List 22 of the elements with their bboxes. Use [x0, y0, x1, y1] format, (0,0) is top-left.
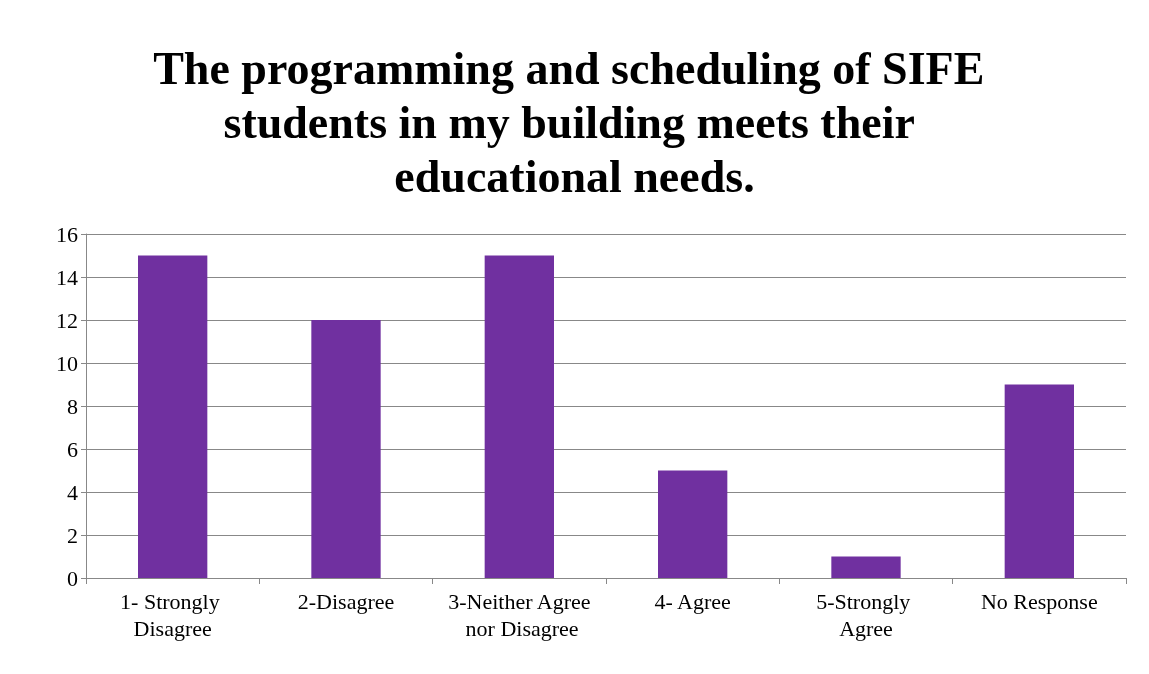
- x-tick-label: 3-Neither Agree nor Disagree: [448, 589, 591, 641]
- bar: [658, 470, 728, 578]
- y-tick-label: 6: [67, 436, 78, 462]
- y-tick-label: 0: [67, 565, 78, 591]
- y-tick-label: 2: [67, 522, 78, 548]
- x-tick-label: 1- Strongly Disagree: [120, 589, 226, 641]
- y-tick-label: 12: [56, 307, 78, 333]
- x-tick-label: 5-Strongly Agree: [816, 589, 916, 641]
- bar: [1004, 384, 1074, 578]
- y-tick-label: 8: [67, 393, 78, 419]
- bar: [311, 320, 381, 578]
- y-tick-label: 10: [56, 350, 78, 376]
- x-tick-label: 4- Agree: [654, 589, 731, 614]
- x-tick-label: No Response: [980, 589, 1098, 614]
- bar: [484, 255, 554, 578]
- y-tick-label: 14: [56, 264, 78, 290]
- y-tick-label: 4: [67, 479, 78, 505]
- y-tick-label: 16: [56, 221, 78, 247]
- bar: [138, 255, 208, 578]
- chart-title: The programming and scheduling of SIFE students in my building meets their educational needs.: [153, 42, 996, 202]
- x-tick-label: 2-Disagree: [297, 589, 395, 614]
- bar: [831, 556, 901, 578]
